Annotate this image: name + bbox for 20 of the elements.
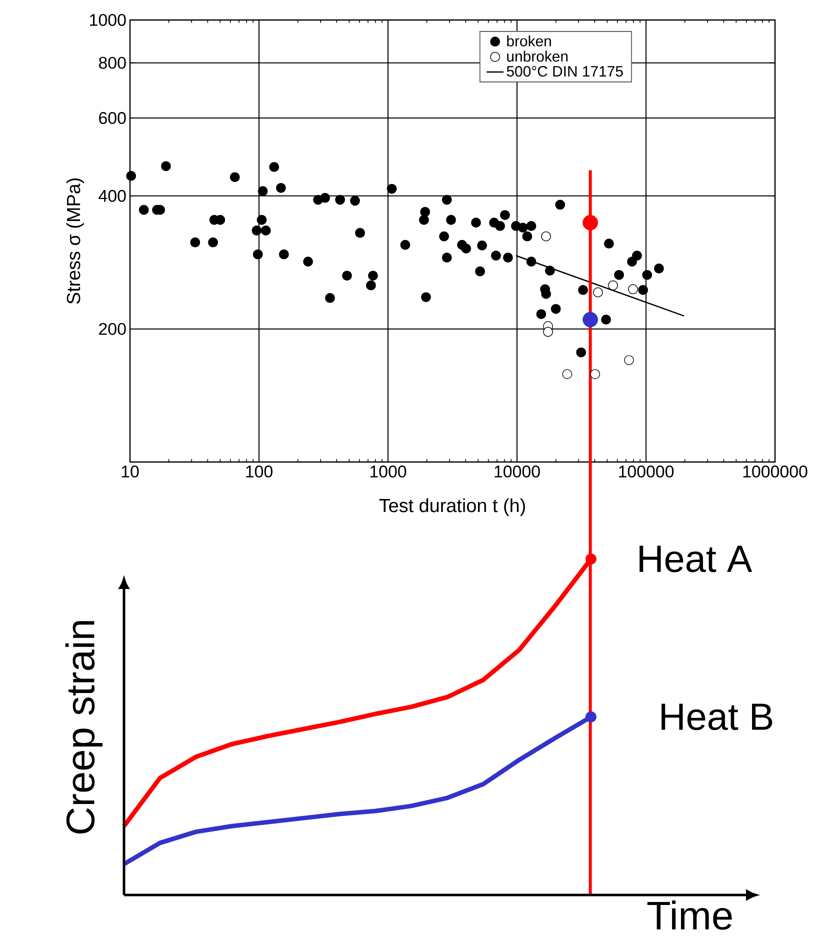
y-tick-label: 1000 [90,14,126,26]
x-axis-title: Test duration t (h) [379,498,525,516]
x-tick-label: 1000 [370,466,406,478]
y-axis-title: Stress σ (MPa) [66,178,84,304]
x-tick-label: 1000000 [743,466,808,478]
legend-label: broken [507,35,551,46]
x-tick-label: 10000 [494,466,540,478]
x-axis-title: Time [647,900,732,930]
series-label: Heat B [662,704,772,730]
legend-label: 500°C DIN 17175 [506,66,623,77]
y-tick-label: 400 [98,190,126,202]
x-tick-label: 10 [122,466,139,478]
y-tick-label: 800 [98,56,126,69]
x-tick-label: 100000 [619,466,674,478]
x-tick-label: 100 [246,466,272,478]
y-tick-label: 600 [99,112,126,124]
legend-label: unbroken [507,50,568,62]
y-tick-label: 200 [99,322,126,335]
series-label: Heat A [640,546,752,572]
y-axis-title: Creep strain [65,621,102,834]
